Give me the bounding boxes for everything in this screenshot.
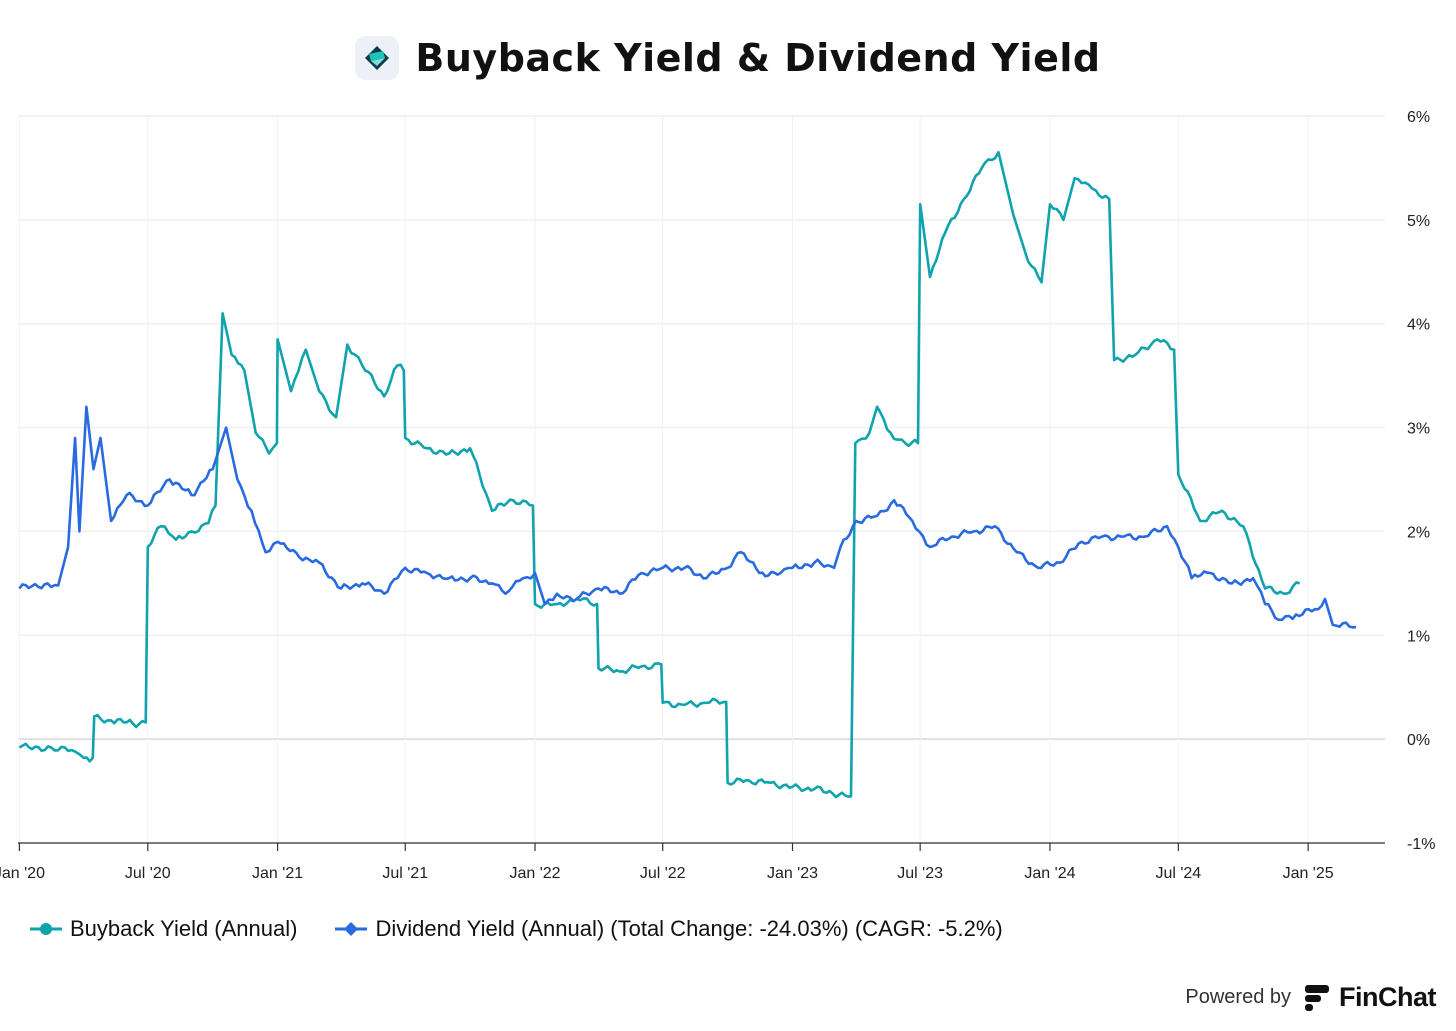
axes: 6% 5% 4% 3% 2% 1% 0% -1% Jan '20 Jul '20 Jan '21 Ju… [0,109,1435,882]
y-tick-label: 6% [1407,109,1430,126]
x-tick-label: Jan '20 [0,865,45,882]
x-tick-label: Jan '23 [767,865,818,882]
chart-title: Buyback Yield & Dividend Yield [415,36,1101,80]
series [18,151,1357,799]
legend-item-dividend-yield[interactable]: Dividend Yield (Annual) (Total Change: -… [335,916,1003,942]
y-tick-label: 0% [1407,732,1430,749]
footer-attribution: Powered by FinChat [1185,982,1436,1013]
x-tick-label: Jan '21 [252,865,303,882]
finchat-logo-icon [1305,984,1329,1011]
x-tick-label: Jul '20 [125,865,171,882]
diamond-marker-icon [335,922,368,936]
y-tick-label: 1% [1407,628,1430,645]
legend-label-dividend-yield: Dividend Yield (Annual) (Total Change: -… [375,916,1003,941]
circle-marker-icon [30,923,62,935]
logo-mark-icon [365,46,390,70]
y-tick-label: -1% [1407,836,1435,853]
x-tick-label: Jan '22 [509,865,560,882]
x-tick-label: Jan '25 [1283,865,1334,882]
x-tick-label: Jul '23 [897,865,943,882]
legend-label-buyback-yield: Buyback Yield (Annual) [70,916,298,941]
y-tick-label: 5% [1407,213,1430,230]
y-tick-label: 4% [1407,317,1430,334]
x-tick-label: Jul '22 [640,865,686,882]
legend: Buyback Yield (Annual) Dividend Yield (A… [30,916,1041,942]
dividend-yield-line [18,405,1357,629]
x-tick-label: Jul '24 [1155,865,1201,882]
buyback-yield-line [18,151,1301,799]
y-tick-label: 3% [1407,421,1430,438]
company-logo [355,36,400,80]
powered-by-label: Powered by [1185,986,1291,1008]
brand-name[interactable]: FinChat [1339,982,1437,1012]
legend-item-buyback-yield[interactable]: Buyback Yield (Annual) [30,916,297,942]
y-tick-label: 2% [1407,524,1430,541]
x-tick-label: Jan '24 [1024,865,1075,882]
x-tick-label: Jul '21 [382,865,428,882]
chart-header: Buyback Yield & Dividend Yield [0,28,1456,88]
